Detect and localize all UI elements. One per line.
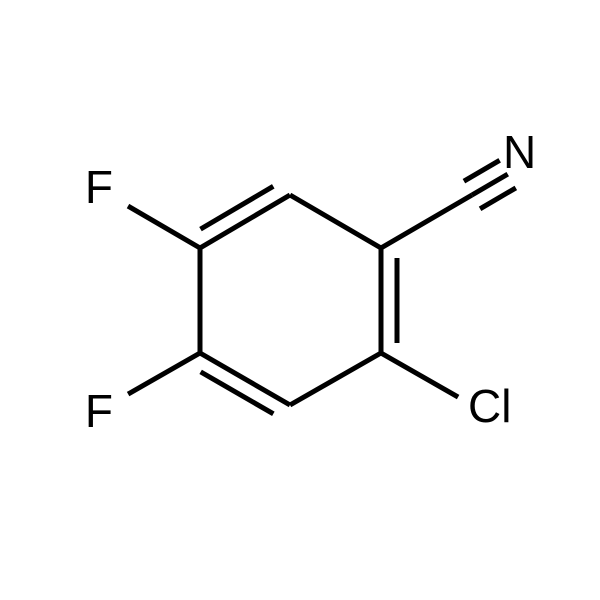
atom-label-cl: Cl bbox=[468, 380, 511, 432]
atom-label-n: N bbox=[503, 126, 536, 178]
chemical-structure: N Cl F F bbox=[0, 0, 600, 600]
atom-label-f4: F bbox=[85, 161, 113, 213]
atom-label-f5: F bbox=[85, 385, 113, 437]
